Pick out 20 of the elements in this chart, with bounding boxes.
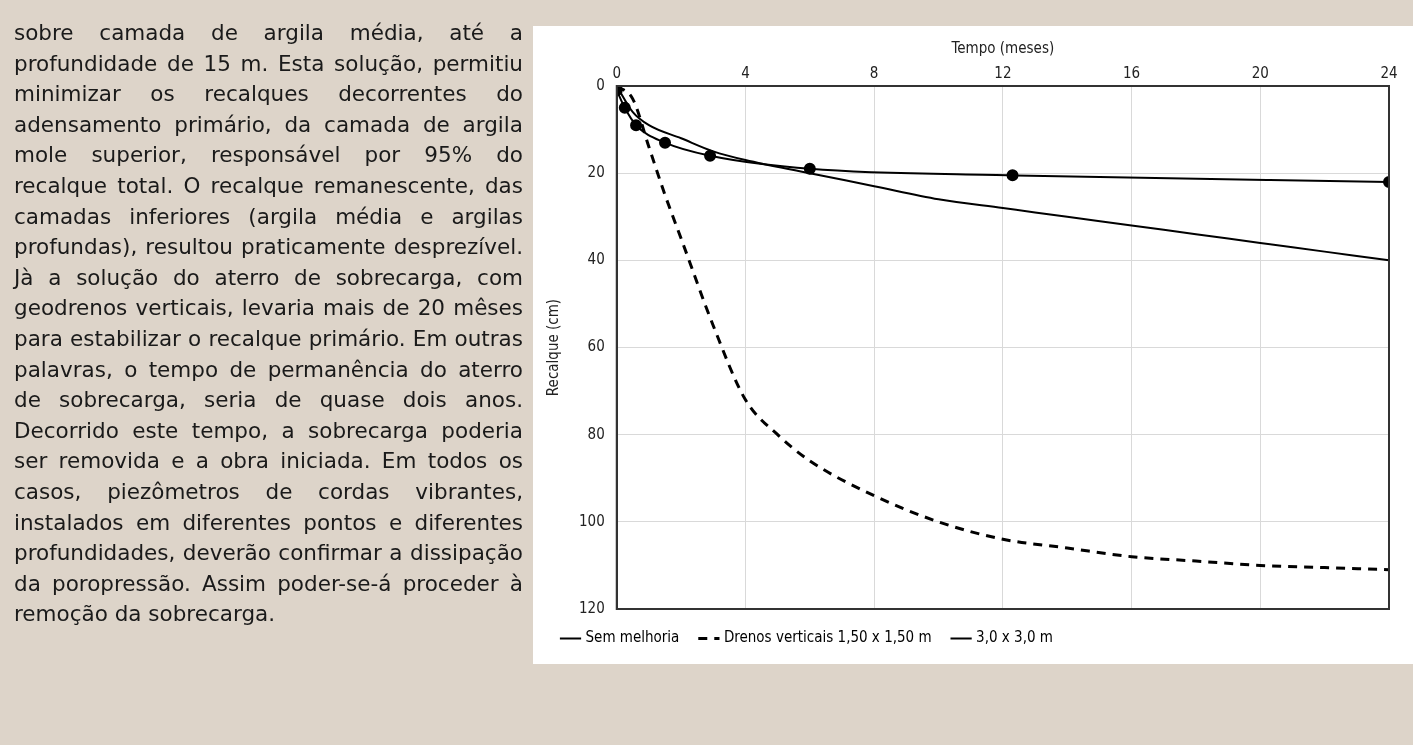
x-tick-label: 0	[612, 63, 622, 82]
y-axis-title: Recalque (cm)	[543, 298, 562, 397]
x-tick-label: 12	[994, 63, 1012, 82]
y-tick-label: 60	[587, 337, 605, 356]
y-tick-label: 0	[596, 75, 605, 94]
x-tick-label: 8	[869, 63, 879, 82]
y-tick-label: 100	[578, 511, 605, 530]
x-axis-title: Tempo (meses)	[950, 38, 1055, 57]
legend-label: Drenos verticais 1,50 x 1,50 m	[723, 628, 932, 647]
x-tick-label: 16	[1123, 63, 1141, 82]
y-tick-label: 120	[578, 598, 605, 617]
x-tick-label: 20	[1251, 63, 1269, 82]
y-tick-label: 80	[587, 424, 605, 443]
legend-label: 3,0 x 3,0 m	[976, 628, 1053, 647]
text: sobre camada de argila média, até a profundidade de 15 m. Esta solução, permitiu minimizar os recalques decorrentes do adensamento primário, da camada de argila mole superior, responsável por 95% do recalque total. O recalque remanescente, das camadas inferiores (argila média e argilas profundas), resultou praticamente desprezível. Jà a solução do aterro de sobrecarga, com geodrenos verticais, levaria mais de 20 mêses para estabilizar o recalque primário. Em outras palavras, o tempo de permanência do aterro de sobrecarga, seria de quase dois anos. Decorrido este tempo, a sobrecarga poderia ser removida e a obra iniciada. Em todos os casos, piezômetros de cordas vibrantes, instalados em diferentes pontos e diferentes profundidades, deverão confirmar a dissipação da poropressão. Assim poder-se-á proceder à remoção da sobrecarga.	[14, 20, 523, 627]
y-tick-label: 20	[587, 163, 605, 182]
y-tick-label: 40	[587, 250, 605, 269]
x-tick-label: 24	[1380, 63, 1398, 82]
x-tick-label: 4	[741, 63, 750, 82]
legend-label: Sem melhoria	[585, 628, 680, 647]
